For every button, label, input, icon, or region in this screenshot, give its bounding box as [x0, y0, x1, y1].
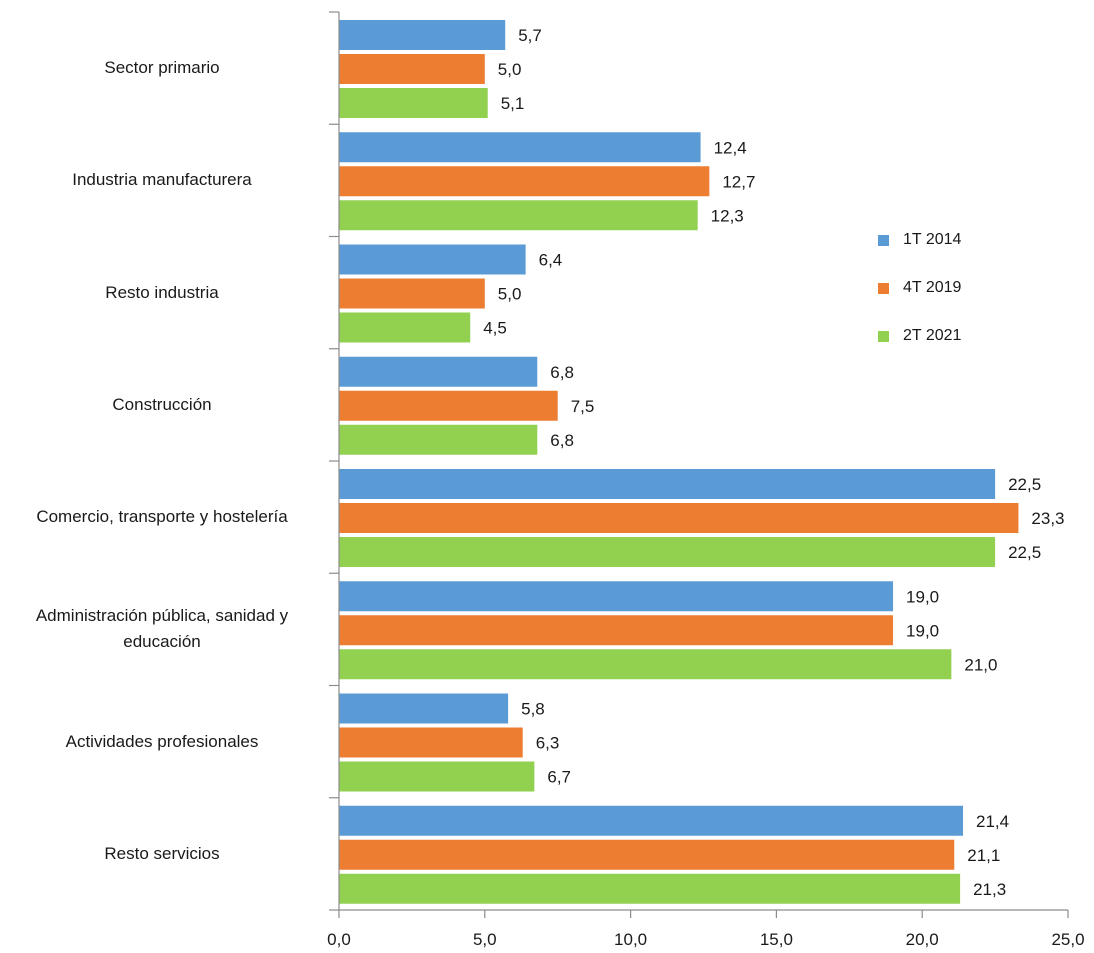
data-label-2-0: 6,4 — [539, 251, 563, 270]
data-label-4-1: 23,3 — [1031, 509, 1064, 528]
bar-4-0 — [339, 469, 996, 499]
bar-3-1 — [339, 390, 558, 421]
legend-swatch-0 — [878, 234, 889, 246]
bar-2-1 — [339, 278, 485, 309]
legend: 1T 2014 4T 2019 2T 2021 — [878, 228, 961, 372]
bar-1-1 — [339, 166, 710, 197]
data-label-3-1: 7,5 — [571, 397, 595, 416]
data-label-4-2: 22,5 — [1008, 543, 1041, 562]
bar-1-2 — [339, 200, 698, 231]
bar-3-2 — [339, 424, 538, 455]
bar-0-0 — [339, 20, 506, 50]
bar-5-1 — [339, 615, 894, 646]
bar-5-0 — [339, 581, 894, 612]
data-label-2-1: 5,0 — [498, 285, 522, 304]
data-label-7-0: 21,4 — [976, 812, 1009, 831]
category-label-4: Comercio, transporte y hostelería — [36, 507, 288, 527]
data-label-5-0: 19,0 — [906, 587, 939, 606]
data-label-3-0: 6,8 — [550, 363, 574, 382]
data-label-4-0: 22,5 — [1008, 475, 1041, 494]
x-tick-label-0: 0,0 — [327, 930, 351, 949]
data-label-2-2: 4,5 — [483, 319, 507, 338]
data-label-0-1: 5,0 — [498, 60, 522, 79]
category-label-5: Administración pública, sanidad y educac… — [35, 606, 289, 652]
bar-4-2 — [339, 537, 996, 567]
x-tick-label-4: 20,0 — [906, 930, 939, 949]
bar-3-0 — [339, 356, 538, 387]
x-tick-label-2: 10,0 — [614, 930, 647, 949]
data-label-1-2: 12,3 — [711, 206, 744, 225]
data-label-0-2: 5,1 — [501, 94, 525, 113]
category-label-0: Sector primario — [104, 58, 220, 78]
legend-label-0: 1T 2014 — [903, 231, 962, 248]
data-label-7-1: 21,1 — [967, 846, 1000, 865]
legend-item-0: 1T 2014 — [878, 228, 961, 252]
data-label-1-0: 12,4 — [714, 138, 747, 157]
data-label-6-0: 5,8 — [521, 700, 545, 719]
bar-0-2 — [339, 88, 488, 118]
bar-6-0 — [339, 693, 509, 724]
bar-0-1 — [339, 54, 485, 84]
bar-2-2 — [339, 312, 471, 343]
bar-1-0 — [339, 132, 701, 163]
x-tick-label-1: 5,0 — [473, 930, 497, 949]
bar-5-2 — [339, 649, 952, 680]
x-tick-label-5: 25,0 — [1051, 930, 1084, 949]
category-label-3: Construcción — [112, 394, 212, 414]
data-label-5-2: 21,0 — [964, 655, 997, 674]
bar-7-0 — [339, 805, 964, 836]
bar-6-2 — [339, 761, 535, 792]
category-label-7: Resto servicios — [104, 843, 220, 863]
category-label-2: Resto industria — [105, 282, 219, 302]
data-label-5-1: 19,0 — [906, 621, 939, 640]
legend-item-1: 4T 2019 — [878, 276, 961, 300]
bar-2-0 — [339, 244, 526, 275]
bar-4-1 — [339, 503, 1019, 533]
legend-label-2: 2T 2021 — [903, 327, 962, 344]
bar-7-2 — [339, 873, 961, 904]
legend-label-1: 4T 2019 — [903, 279, 962, 296]
bar-6-1 — [339, 727, 523, 758]
data-label-6-1: 6,3 — [536, 734, 560, 753]
legend-swatch-1 — [878, 282, 889, 294]
data-label-7-2: 21,3 — [973, 880, 1006, 899]
x-tick-label-3: 15,0 — [760, 930, 793, 949]
data-label-0-0: 5,7 — [518, 26, 542, 45]
data-label-3-2: 6,8 — [550, 431, 574, 450]
bar-7-1 — [339, 839, 955, 870]
legend-item-2: 2T 2021 — [878, 324, 961, 348]
category-label-1: Industria manufacturera — [72, 170, 252, 190]
data-label-6-2: 6,7 — [547, 768, 571, 787]
legend-swatch-2 — [878, 330, 889, 342]
category-label-6: Actividades profesionales — [65, 731, 259, 751]
data-label-1-1: 12,7 — [722, 172, 755, 191]
